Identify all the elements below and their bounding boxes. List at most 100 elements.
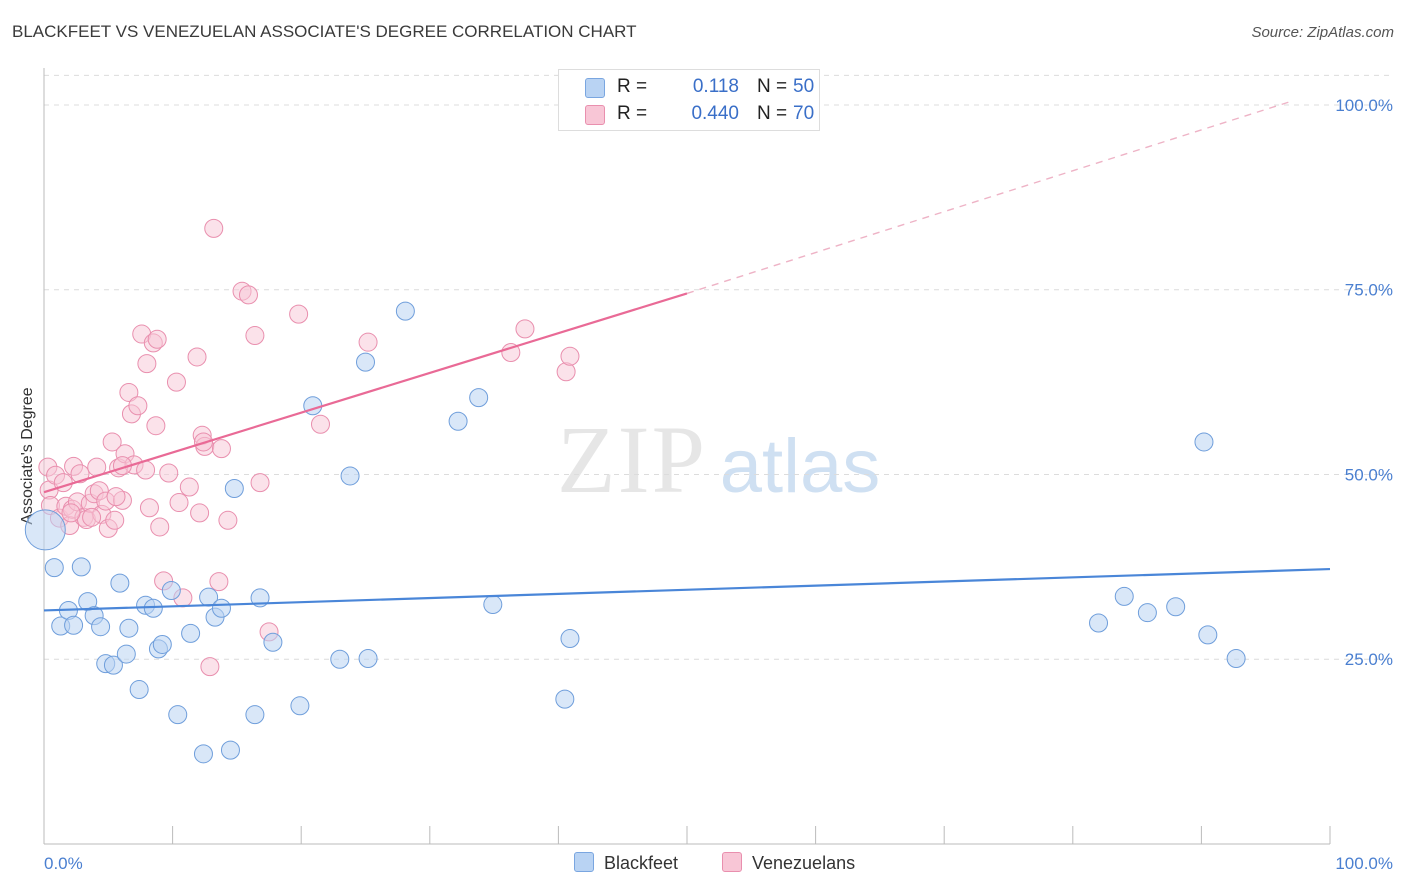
blackfeet-point: [119, 618, 139, 638]
venezuelans-point: [310, 414, 330, 434]
y-tick-label: 100.0%: [1335, 96, 1393, 115]
chart-title: BLACKFEET VS VENEZUELAN ASSOCIATE'S DEGR…: [12, 22, 637, 41]
blackfeet-point: [1226, 648, 1246, 668]
blackfeet-swatch: [585, 78, 605, 98]
venezuelans-point: [150, 517, 170, 537]
y-tick-label: 25.0%: [1345, 650, 1393, 669]
blackfeet-point: [555, 689, 575, 709]
x-tick-label: 100.0%: [1335, 854, 1393, 873]
blackfeet-point: [330, 649, 350, 669]
tick-labels: 25.0% 50.0% 75.0% 100.0% 0.0% 100.0%: [44, 96, 1393, 873]
blackfeet-point: [220, 740, 240, 760]
venezuelans-point: [245, 326, 265, 346]
watermark-zip: ZIP: [557, 406, 707, 513]
blackfeet-point: [116, 644, 136, 664]
r-value: 0.440: [691, 103, 739, 124]
venezuelans-legend-label: Venezuelans: [752, 853, 856, 873]
stats-legend: R = 0.118 N = 50 R = 0.440 N = 70: [558, 69, 820, 131]
blackfeet-point: [64, 615, 84, 635]
venezuelans-point: [139, 498, 159, 518]
blackfeet-points: [24, 301, 1246, 764]
blackfeet-point: [161, 581, 181, 601]
venezuelans-point: [187, 347, 207, 367]
venezuelans-point: [105, 510, 125, 530]
blackfeet-point: [1089, 613, 1109, 633]
blackfeet-point: [103, 655, 123, 675]
blackfeet-point: [129, 680, 149, 700]
venezuelans-point: [179, 477, 199, 497]
blackfeet-point: [560, 629, 580, 649]
venezuelans-point: [556, 362, 576, 382]
blackfeet-point: [1114, 586, 1134, 606]
watermark: ZIP atlas: [557, 406, 880, 513]
venezuelans-point: [146, 416, 166, 436]
venezuelans-point: [102, 432, 122, 452]
venezuelans-point: [501, 343, 521, 363]
venezuelans-point: [238, 285, 258, 305]
venezuelans-point: [211, 439, 231, 459]
blackfeet-point: [1137, 603, 1157, 623]
trend-lines: [43, 100, 1331, 612]
venezuelans-point: [159, 463, 179, 483]
venezuelans-trend-line: [43, 292, 688, 494]
venezuelans-point: [204, 218, 224, 238]
r-value: 0.118: [692, 76, 739, 97]
source-label: Source: ZipAtlas.com: [1251, 24, 1394, 41]
blackfeet-point: [24, 509, 66, 551]
n-value: 50: [793, 76, 815, 97]
venezuelans-point: [250, 473, 270, 493]
y-tick-label: 50.0%: [1345, 465, 1393, 484]
blackfeet-point: [193, 744, 213, 764]
venezuelans-point: [70, 464, 90, 484]
blackfeet-point: [1194, 432, 1214, 452]
blackfeet-point: [211, 598, 231, 618]
blackfeet-legend-label: Blackfeet: [604, 853, 679, 873]
venezuelans-swatch: [585, 105, 605, 125]
watermark-atlas: atlas: [720, 424, 881, 509]
n-label: N =: [757, 76, 788, 97]
x-tick-label: 0.0%: [44, 854, 83, 873]
blackfeet-point: [224, 479, 244, 499]
r-label: R =: [617, 76, 648, 97]
venezuelans-point: [289, 304, 309, 324]
venezuelans-trend-extension: [686, 100, 1292, 295]
blackfeet-point: [395, 301, 415, 321]
venezuelans-point: [218, 510, 238, 530]
blackfeet-point: [245, 705, 265, 725]
blackfeet-point: [290, 696, 310, 716]
blackfeet-trend-line: [43, 567, 1331, 612]
n-label: N =: [757, 103, 788, 124]
venezuelans-point: [209, 572, 229, 592]
n-value: 70: [793, 103, 815, 124]
axes: [43, 68, 1331, 845]
blackfeet-point: [91, 617, 111, 637]
venezuelans-point: [137, 354, 157, 374]
venezuelans-point: [560, 346, 580, 366]
venezuelans-point: [166, 372, 186, 392]
gridlines: [44, 74, 1392, 660]
venezuelans-point: [82, 507, 102, 527]
blackfeet-legend-swatch: [574, 852, 594, 872]
venezuelans-legend-swatch: [722, 852, 742, 872]
blackfeet-point: [356, 352, 375, 372]
venezuelans-point: [190, 503, 210, 523]
r-label: R =: [617, 103, 648, 124]
venezuelans-point: [106, 487, 126, 507]
blackfeet-point: [1198, 625, 1218, 645]
legend-item-blackfeet: Blackfeet: [574, 852, 678, 874]
blackfeet-point: [448, 411, 468, 431]
legend-item-venezuelans: Venezuelans: [722, 852, 855, 874]
venezuelans-point: [119, 382, 139, 402]
venezuelans-point: [200, 657, 220, 677]
venezuelans-point: [128, 396, 148, 416]
venezuelans-point: [515, 319, 535, 339]
blackfeet-point: [71, 557, 91, 577]
venezuelans-point: [358, 332, 378, 352]
blackfeet-point: [469, 388, 489, 408]
venezuelans-point: [169, 493, 189, 513]
blackfeet-point: [44, 558, 64, 578]
blackfeet-point: [110, 573, 130, 593]
blackfeet-point: [358, 648, 378, 668]
blackfeet-point: [152, 634, 172, 654]
